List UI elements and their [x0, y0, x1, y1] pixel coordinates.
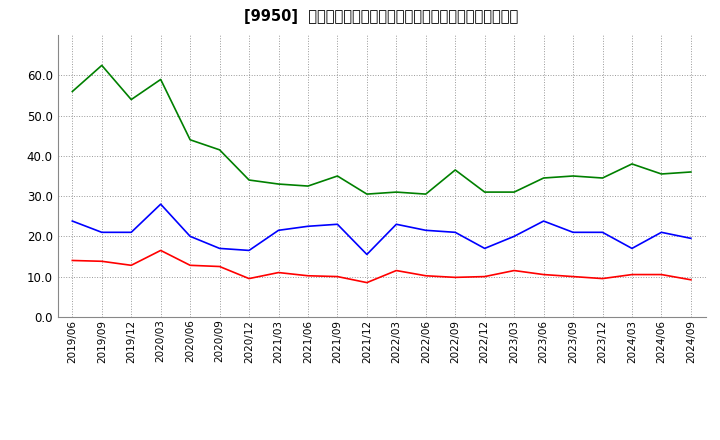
- Title: [9950]  売上債権回転率、買入債務回転率、在庫回転率の推移: [9950] 売上債権回転率、買入債務回転率、在庫回転率の推移: [245, 9, 518, 24]
